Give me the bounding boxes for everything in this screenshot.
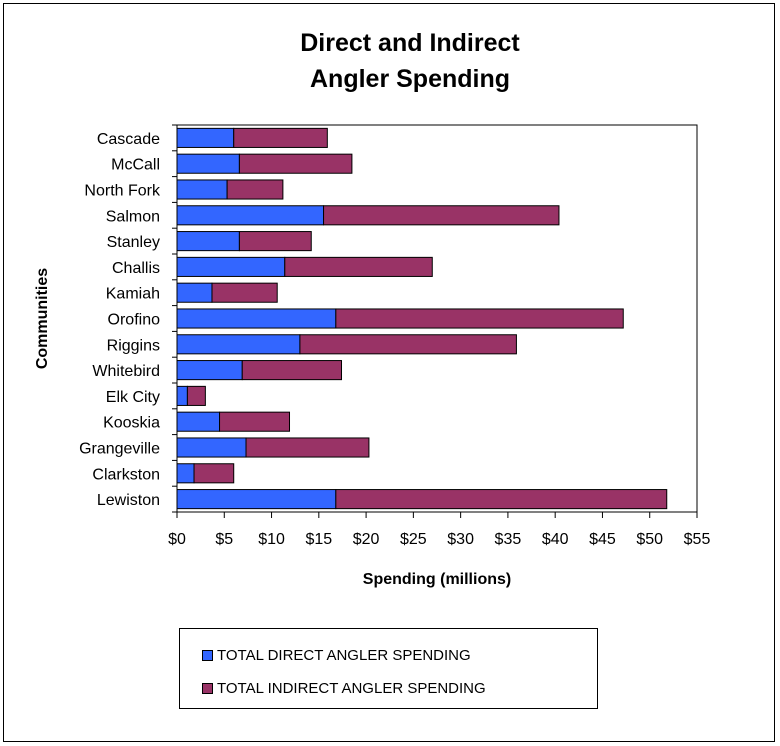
bar-series-group [176, 127, 668, 510]
legend-label-indirect: TOTAL INDIRECT ANGLER SPENDING [217, 679, 486, 697]
chart-title-line-2: Angler Spending [310, 65, 510, 93]
category-label: Whitebird [92, 363, 160, 380]
bar-indirect-kamiah [211, 282, 278, 303]
category-label: Challis [112, 260, 160, 277]
bar-indirect-grangeville [245, 437, 370, 458]
legend-item-indirect: TOTAL INDIRECT ANGLER SPENDING [202, 678, 486, 698]
category-label: North Fork [84, 183, 161, 200]
category-label: Riggins [107, 337, 160, 354]
bar-direct-challis [176, 256, 286, 277]
bar-indirect-challis [284, 256, 433, 277]
bar-direct-kamiah [176, 282, 213, 303]
chart-frame [3, 3, 775, 742]
plot-area-border [176, 124, 698, 513]
category-label: Kamiah [106, 286, 160, 303]
category-label: Orofino [108, 312, 161, 329]
chart-title-line-1: Direct and Indirect [300, 29, 520, 57]
bar-indirect-kooskia [219, 411, 291, 432]
bar-indirect-stanley [238, 231, 312, 252]
category-label: Clarkston [92, 466, 160, 483]
x-tick-label: $20 [353, 531, 380, 548]
x-tick-label: $40 [542, 531, 569, 548]
bar-direct-stanley [176, 231, 240, 252]
bar-indirect-cascade [233, 127, 328, 148]
bar-direct-clarkston [176, 463, 195, 484]
bar-direct-elk-city [176, 385, 188, 406]
bar-direct-salmon [176, 205, 325, 226]
bar-direct-cascade [176, 127, 235, 148]
chart-legend: TOTAL DIRECT ANGLER SPENDING TOTAL INDIR… [179, 628, 598, 709]
bar-direct-orofino [176, 308, 337, 329]
bar-indirect-north-fork [226, 179, 284, 200]
x-tick-label: $15 [305, 531, 332, 548]
category-label: McCall [111, 157, 160, 174]
x-tick-label: $35 [495, 531, 522, 548]
bar-direct-whitebird [176, 360, 243, 381]
x-tick-label: $25 [400, 531, 427, 548]
x-axis-title: Spending (millions) [363, 571, 511, 588]
category-label: Salmon [106, 208, 160, 225]
x-tick-label: $50 [636, 531, 663, 548]
bar-direct-kooskia [176, 411, 221, 432]
axes-group: Cascade McCall North Fork Salmon Stanley Chal… [79, 124, 711, 548]
bar-indirect-clarkston [193, 463, 235, 484]
bar-indirect-orofino [335, 308, 624, 329]
x-tick-label: $5 [215, 531, 233, 548]
bar-indirect-riggins [299, 334, 517, 355]
category-label: Elk City [106, 389, 160, 406]
category-label: Grangeville [79, 441, 160, 458]
category-label: Lewiston [97, 492, 160, 509]
bar-direct-grangeville [176, 437, 247, 458]
bar-indirect-mccall [238, 153, 353, 174]
bar-indirect-whitebird [241, 360, 343, 381]
bar-direct-mccall [176, 153, 240, 174]
x-tick-label: $0 [168, 531, 186, 548]
x-tick-label: $45 [589, 531, 616, 548]
category-label: Cascade [97, 131, 160, 148]
x-tick-label: $10 [258, 531, 285, 548]
legend-label-direct: TOTAL DIRECT ANGLER SPENDING [217, 646, 471, 664]
legend-swatch-direct [202, 649, 213, 661]
x-tick-label: $55 [684, 531, 711, 548]
bar-direct-lewiston [176, 489, 337, 510]
category-label: Stanley [107, 234, 160, 251]
bar-indirect-lewiston [335, 489, 668, 510]
x-tick-label: $30 [447, 531, 474, 548]
legend-swatch-indirect [202, 682, 213, 694]
bar-direct-north-fork [176, 179, 228, 200]
bar-indirect-salmon [323, 205, 560, 226]
bar-direct-riggins [176, 334, 301, 355]
y-axis-title: Communities [34, 268, 51, 369]
legend-item-direct: TOTAL DIRECT ANGLER SPENDING [202, 645, 471, 665]
category-label: Kooskia [103, 415, 160, 432]
bar-indirect-elk-city [186, 385, 206, 406]
